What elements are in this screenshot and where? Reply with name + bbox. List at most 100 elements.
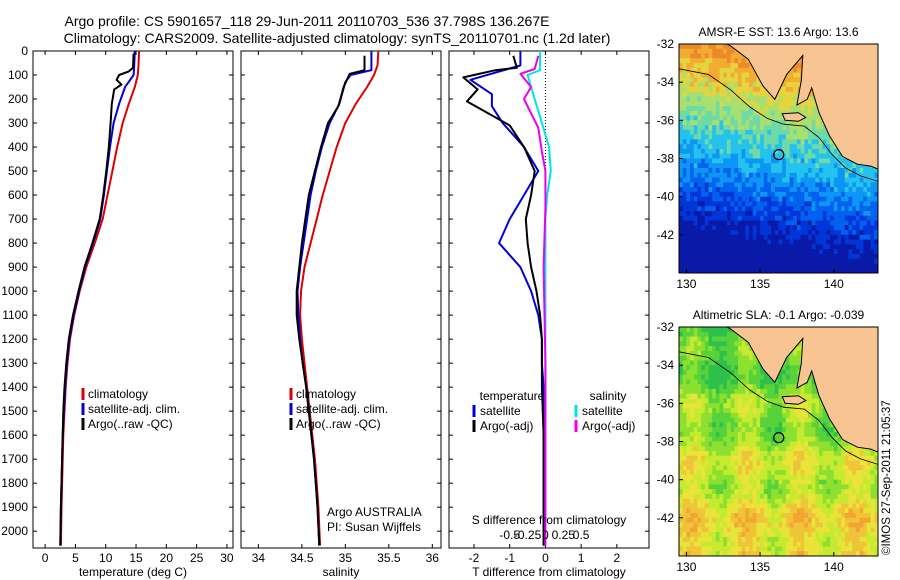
map-cell <box>760 168 765 174</box>
map-cell <box>767 172 772 179</box>
map-cell <box>745 393 750 400</box>
map-cell <box>682 498 687 505</box>
map-cell <box>719 163 724 169</box>
map-cell <box>719 263 724 269</box>
map-cell <box>844 470 850 476</box>
map-cell <box>690 474 695 481</box>
map-cell <box>859 470 864 476</box>
map-cell <box>726 115 732 121</box>
map-cell <box>752 253 757 260</box>
map-cell <box>701 355 706 361</box>
map-cell <box>760 263 765 269</box>
map-cell <box>712 365 717 371</box>
map-cell <box>752 129 757 136</box>
map-cell <box>822 470 827 476</box>
map-cell <box>793 72 798 78</box>
map-cell <box>730 244 735 250</box>
map-cell <box>719 106 724 112</box>
salinity-diff-tick-label: 0.25 <box>552 528 576 542</box>
map-cell <box>763 220 769 226</box>
map-cell <box>704 196 710 203</box>
map-cell <box>822 129 827 136</box>
map-cell <box>719 125 724 131</box>
map-cell <box>826 215 831 222</box>
map-cell <box>771 139 776 145</box>
map-cell <box>819 417 824 423</box>
map-cell <box>855 258 861 265</box>
map-cell <box>690 163 695 169</box>
depth-tick-label: 1300 <box>1 356 28 370</box>
map-cell <box>785 498 791 505</box>
map-cell <box>815 489 820 495</box>
map-cell <box>841 484 846 490</box>
map-cell <box>752 206 757 212</box>
map-cell <box>708 346 713 352</box>
map-cell <box>704 58 710 64</box>
map-cell <box>738 82 743 88</box>
map-cell <box>738 139 743 145</box>
map-cell <box>712 258 717 265</box>
map-cell <box>697 163 702 169</box>
map-cell <box>734 408 739 414</box>
map-cell <box>741 172 746 179</box>
map-cell <box>679 144 684 150</box>
map-cell <box>859 225 864 231</box>
map-cell <box>844 163 850 169</box>
map-cell <box>749 436 754 443</box>
map-cell <box>719 455 724 462</box>
map-cell <box>712 374 717 381</box>
depth-tick-label: 1100 <box>2 308 28 322</box>
map-cell <box>789 153 794 160</box>
map-cell <box>730 110 735 117</box>
map-cell <box>752 422 757 428</box>
map-cell <box>712 263 717 269</box>
map-cell <box>767 177 772 183</box>
map-cell <box>767 498 772 505</box>
map-cell <box>815 134 820 140</box>
map-cell <box>808 436 813 443</box>
map-cell <box>767 220 772 226</box>
map-cell <box>830 168 835 174</box>
map-cell <box>826 201 831 207</box>
map-cell <box>782 369 787 376</box>
map-cell <box>782 139 787 145</box>
map-cell <box>767 384 772 390</box>
map-cell <box>848 177 853 183</box>
map-cell <box>866 215 872 222</box>
map-cell <box>741 220 746 226</box>
map-cell <box>866 451 872 457</box>
map-cell <box>738 503 743 509</box>
map-cell <box>734 374 739 381</box>
map-cell <box>749 244 754 250</box>
map-cell <box>782 379 787 385</box>
map-cell <box>771 239 776 245</box>
map-cell <box>730 153 735 160</box>
map-cell <box>745 67 750 74</box>
map-cell <box>789 67 794 74</box>
map-cell <box>679 374 684 381</box>
map-cell <box>804 446 809 452</box>
map-cell <box>738 474 743 481</box>
map-cell <box>778 187 783 193</box>
map-cell <box>874 484 878 490</box>
map-cell <box>686 432 691 438</box>
map-cell <box>708 441 713 447</box>
map-cell <box>793 268 798 273</box>
map-cell <box>833 470 839 476</box>
map-cell <box>808 115 813 121</box>
map-cell <box>863 172 868 179</box>
map-ytick-label: -42 <box>657 228 675 242</box>
map-cell <box>738 513 743 519</box>
map-cell <box>808 125 813 131</box>
map-cell <box>796 350 802 357</box>
salinity-diff-tick-label: -0.25 <box>514 528 542 542</box>
map-cell <box>760 134 765 140</box>
map-cell <box>774 432 780 438</box>
map-cell <box>844 455 850 462</box>
map-cell <box>789 455 794 462</box>
map-cell <box>701 201 706 207</box>
map-cell <box>789 91 794 98</box>
map-cell <box>712 172 717 179</box>
map-cell <box>679 120 684 126</box>
map-cell <box>719 460 724 466</box>
